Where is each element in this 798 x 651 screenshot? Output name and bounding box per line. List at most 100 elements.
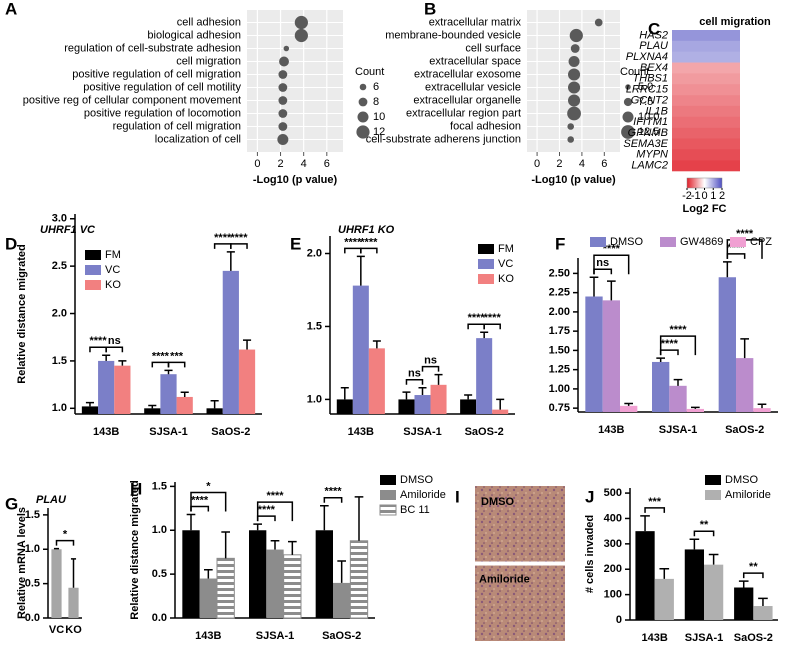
size-legend-dot	[358, 97, 368, 107]
significance-bracket	[405, 378, 424, 385]
y-tick-label: 300	[604, 538, 622, 550]
gene-label: THBS1	[633, 73, 668, 85]
error-bar	[372, 340, 381, 349]
category-label: cell surface	[465, 42, 521, 54]
significance-bracket	[467, 323, 485, 330]
legend-label: BC 11	[400, 504, 430, 516]
heat-cell	[672, 160, 740, 172]
size-legend-dot	[622, 111, 634, 123]
category-label: regulation of cell migration	[113, 120, 241, 132]
bar	[460, 399, 477, 414]
dot	[567, 123, 574, 130]
bar	[602, 300, 620, 412]
category-label: positive reg of cellular component movem…	[23, 94, 241, 106]
x-tick-label: 2	[277, 158, 283, 170]
significance-bracket	[256, 501, 294, 522]
significance-label: ****	[360, 236, 378, 248]
significance-bracket	[323, 496, 343, 503]
legend-label: CPZ	[750, 236, 772, 248]
significance-bracket	[593, 268, 613, 275]
x-tick-label: 0	[534, 158, 540, 170]
x-tick-label: SaOS-2	[725, 424, 764, 436]
error-bar	[118, 360, 127, 366]
significance-bracket	[105, 346, 124, 353]
bar	[686, 408, 704, 412]
significance-label: ****	[152, 350, 170, 362]
error-bar	[740, 338, 749, 359]
x-tick-label: 143B	[93, 426, 119, 438]
x-tick-label: 143B	[642, 632, 668, 644]
error-bar	[607, 280, 616, 301]
error-bar	[640, 515, 650, 532]
bar	[114, 365, 131, 414]
category-label: localization of cell	[155, 133, 241, 145]
bar	[333, 582, 351, 618]
significance-label: *	[63, 528, 68, 540]
panel-letter: J	[585, 487, 594, 506]
y-tick-label: 1.0	[25, 543, 40, 555]
error-bar	[354, 496, 364, 541]
gene-label: PLAU	[639, 40, 668, 52]
error-bar	[691, 406, 700, 409]
heat-cell	[672, 127, 740, 139]
bar	[98, 360, 115, 414]
panel-letter: F	[555, 234, 565, 253]
significance-bracket	[151, 361, 170, 368]
significance-bracket	[593, 254, 630, 275]
panel-letter: B	[424, 0, 436, 18]
category-label: extracellular vesicle	[425, 81, 521, 93]
x-tick-label: 2	[556, 158, 562, 170]
dot	[567, 136, 574, 143]
bar	[414, 395, 431, 414]
legend-swatch	[85, 280, 101, 290]
legend-swatch	[705, 475, 721, 485]
significance-bracket	[167, 361, 186, 368]
heat-cell	[672, 149, 740, 161]
legend-label: KO	[498, 273, 514, 285]
significance-bracket	[55, 539, 75, 546]
error-bar	[758, 597, 768, 607]
legend-label: DMSO	[610, 236, 643, 248]
y-tick-label: 200	[604, 563, 622, 575]
gene-label: LRRC15	[626, 84, 669, 96]
error-bar	[624, 402, 633, 406]
significance-label: ****	[669, 324, 687, 336]
legend-swatch	[660, 237, 676, 247]
significance-label: ns	[108, 335, 121, 347]
y-tick-label: 1.50	[549, 344, 570, 356]
error-bar	[204, 568, 213, 579]
legend-label: DMSO	[725, 474, 758, 486]
x-tick-label: SaOS-2	[465, 426, 504, 438]
bar	[684, 549, 704, 620]
colorbar-tick-label: 1	[710, 190, 716, 202]
bar	[176, 396, 193, 414]
error-bar	[270, 540, 280, 550]
dot	[594, 18, 603, 27]
category-label: extracellular matrix	[429, 16, 522, 28]
dot	[294, 28, 308, 43]
legend-swatch	[478, 244, 494, 254]
plot-background	[247, 10, 343, 152]
y-tick-label: 1.0	[152, 524, 167, 536]
significance-label: ****	[266, 490, 284, 502]
gene-label: GCNT2	[631, 94, 668, 106]
error-bar	[340, 386, 349, 400]
significance-bracket	[659, 349, 679, 356]
bar	[704, 564, 724, 620]
legend-label: VC	[105, 264, 120, 276]
gene-label: PLXNA4	[626, 51, 668, 63]
x-tick-label: 6	[601, 158, 607, 170]
significance-label: **	[700, 519, 709, 531]
size-legend-dot	[357, 111, 369, 123]
significance-bracket	[421, 365, 440, 372]
bar	[315, 530, 333, 618]
significance-bracket	[89, 346, 107, 353]
category-label: membrane-bounded vesicle	[385, 29, 521, 41]
error-bar	[656, 357, 665, 362]
x-tick-label: SJSA-1	[256, 630, 295, 642]
bar	[222, 270, 239, 414]
legend-label: FM	[105, 249, 121, 261]
error-bar	[738, 580, 749, 588]
micrograph	[475, 486, 565, 562]
y-tick-label: 100	[604, 589, 622, 601]
